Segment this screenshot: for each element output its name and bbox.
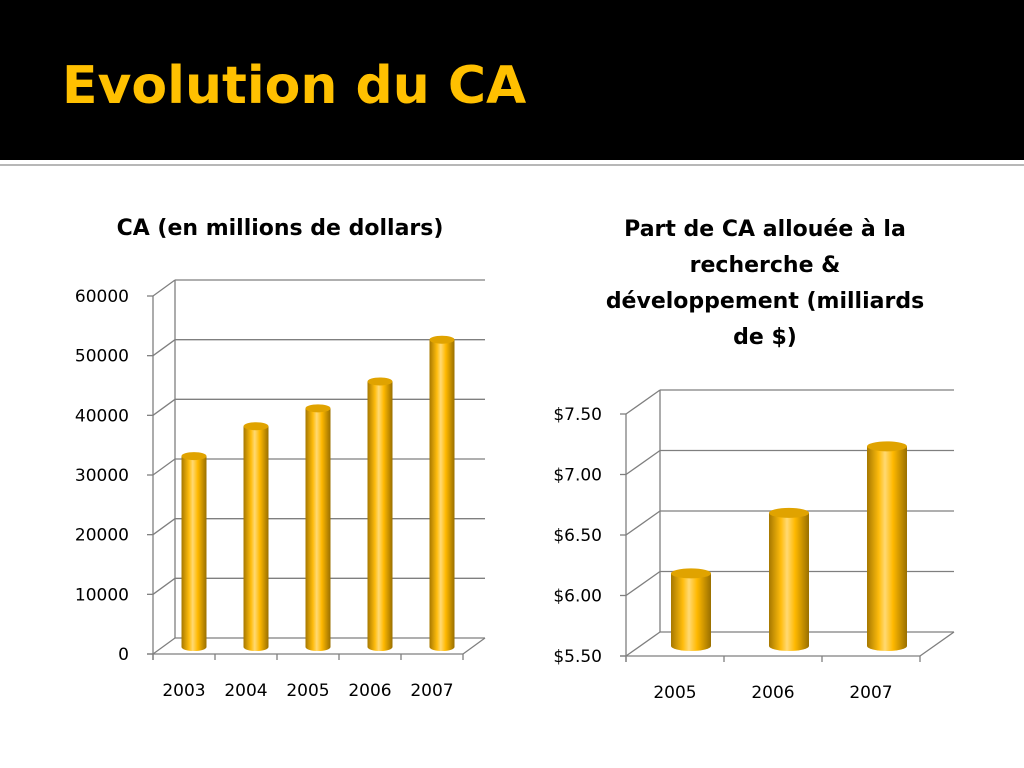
- x-tick-label: 2007: [849, 683, 892, 703]
- bar: [769, 507, 809, 651]
- bar-body: [367, 381, 393, 651]
- bar: [367, 377, 393, 651]
- y-tick-label: 40000: [75, 406, 129, 426]
- gridline-depth: [152, 637, 176, 655]
- y-tick-label: 50000: [75, 347, 129, 367]
- bar: [305, 404, 331, 651]
- gridline-depth: [152, 279, 176, 297]
- gridline-depth: [625, 449, 661, 476]
- x-tick-label: 2006: [348, 681, 391, 701]
- gridline-depth: [625, 389, 661, 415]
- gridline-depth: [152, 577, 176, 595]
- bar-top: [243, 422, 269, 431]
- bar-body: [671, 573, 711, 651]
- y-tick-label: 10000: [75, 585, 129, 605]
- bar-body: [769, 512, 809, 651]
- bar: [671, 568, 711, 651]
- y-tick-label: 0: [118, 645, 129, 665]
- bar-top: [181, 452, 207, 461]
- x-tick-label: 2005: [653, 683, 696, 703]
- bar-top: [769, 507, 809, 518]
- header-divider-light: [0, 160, 1024, 164]
- x-tick-label: 2004: [224, 681, 267, 701]
- bar-top: [867, 441, 907, 452]
- gridline-depth: [152, 339, 176, 357]
- bar-top: [671, 568, 711, 579]
- y-tick-label: $6.50: [553, 526, 602, 546]
- bar: [429, 335, 455, 651]
- slide-title: Evolution du CA: [62, 56, 527, 116]
- y-tick-label: 60000: [75, 287, 129, 307]
- x-tick-label: 2007: [410, 681, 453, 701]
- bar-body: [181, 456, 207, 651]
- chart-2-title-line: Part de CA allouée à la: [624, 217, 906, 242]
- chart-2-title-line: développement (milliards: [605, 289, 925, 314]
- chart-2-title: Part de CA allouée à la recherche & déve…: [540, 212, 990, 356]
- x-tick-label: 2003: [162, 681, 205, 701]
- bar-body: [867, 446, 907, 651]
- gridline-depth: [625, 631, 661, 657]
- gridline-depth: [152, 458, 176, 476]
- title-banner: Evolution du CA: [0, 0, 1024, 160]
- bar-body: [305, 408, 331, 651]
- chart-2-title-line: de $): [733, 325, 797, 350]
- floor-edge: [919, 631, 955, 657]
- bar: [243, 422, 269, 651]
- gridline-depth: [625, 570, 661, 597]
- bar: [181, 452, 207, 651]
- bar-body: [429, 339, 455, 651]
- bar-top: [367, 377, 393, 386]
- header-divider-gray: [0, 164, 1024, 166]
- floor-edge: [462, 637, 486, 655]
- bar-body: [243, 426, 269, 651]
- x-tick-label: 2005: [286, 681, 329, 701]
- chart-1-title: CA (en millions de dollars): [116, 216, 444, 241]
- y-tick-label: $6.00: [553, 587, 602, 607]
- x-tick-label: 2006: [751, 683, 794, 703]
- gridline-depth: [625, 510, 661, 536]
- bar: [867, 441, 907, 651]
- chart-2-title-line: recherche &: [689, 253, 841, 278]
- y-tick-label: 30000: [75, 466, 129, 486]
- gridline-depth: [152, 518, 176, 536]
- y-tick-label: $7.00: [553, 466, 602, 486]
- bar-top: [429, 335, 455, 344]
- gridline-depth: [152, 398, 176, 416]
- y-tick-label: $5.50: [553, 647, 602, 667]
- bar-top: [305, 404, 331, 413]
- y-tick-label: $7.50: [553, 405, 602, 425]
- y-tick-label: 20000: [75, 526, 129, 546]
